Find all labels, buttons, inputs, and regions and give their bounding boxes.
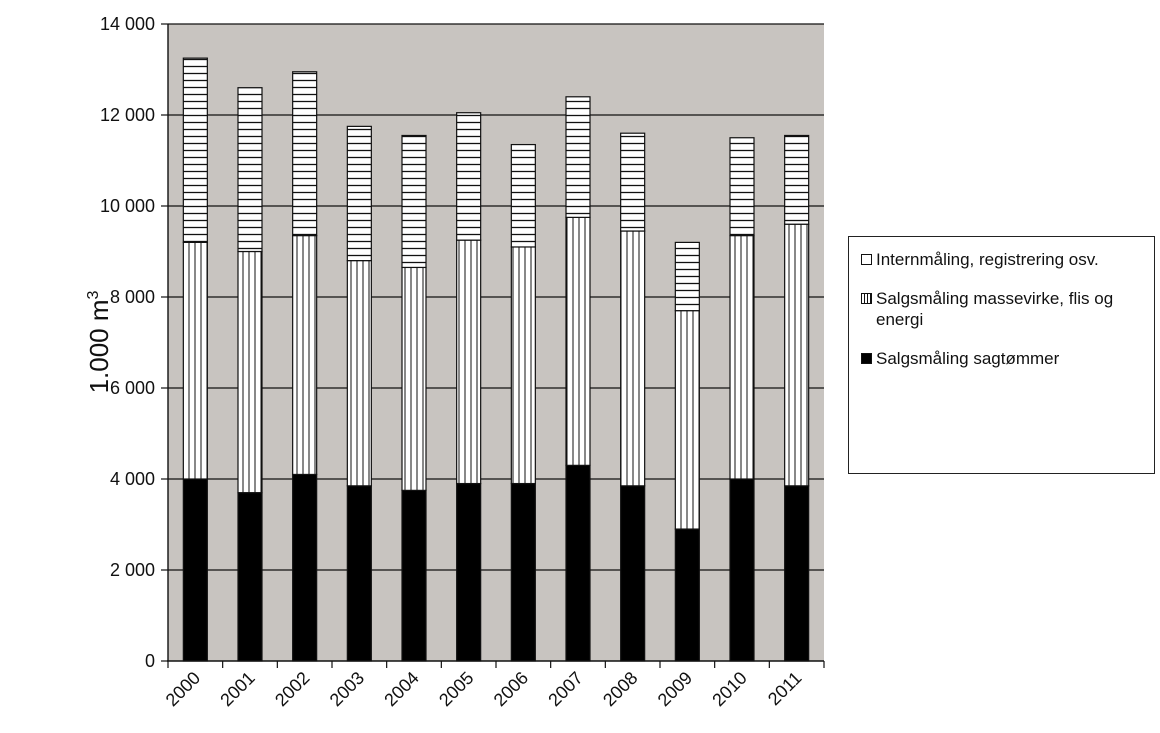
y-axis-title: 1.000 m3	[84, 290, 114, 393]
legend-swatch-sagtommer	[861, 353, 872, 364]
bar-internmaling-2011	[784, 134, 810, 225]
x-tick-label-2004: 2004	[380, 668, 422, 710]
bar-internmaling-2010	[729, 137, 755, 237]
y-tick-label-4: 8 000	[110, 287, 155, 307]
x-tick-label-2002: 2002	[271, 668, 313, 710]
bar-internmaling-2007	[565, 96, 591, 218]
y-tick-label-2: 4 000	[110, 469, 155, 489]
axes	[161, 23, 825, 668]
x-tick-label-2011: 2011	[764, 668, 806, 710]
bar-sagtommer-2004	[401, 489, 427, 662]
legend-item-internmaling: Internmåling, registrering osv.	[861, 249, 1148, 270]
bar-massevirke-2003	[346, 260, 372, 487]
bar-sagtommer-2007	[565, 464, 591, 662]
x-tick-label-2006: 2006	[490, 668, 532, 710]
bar-internmaling-2005	[456, 112, 482, 241]
bars	[182, 57, 810, 662]
bar-massevirke-2008	[620, 230, 646, 487]
y-tick-label-6: 12 000	[100, 105, 155, 125]
bar-internmaling-2001	[237, 87, 263, 253]
y-tick-label-1: 2 000	[110, 560, 155, 580]
y-tick-label-5: 10 000	[100, 196, 155, 216]
bar-massevirke-2001	[237, 250, 263, 494]
bar-internmaling-2003	[346, 125, 372, 262]
bar-sagtommer-2006	[510, 482, 536, 662]
x-tick-label-2007: 2007	[544, 668, 586, 710]
bar-massevirke-2010	[729, 234, 755, 480]
bar-internmaling-2008	[620, 132, 646, 232]
x-tick-label-2003: 2003	[326, 668, 368, 710]
x-tick-label-2001: 2001	[216, 668, 258, 710]
legend: Internmåling, registrering osv. Salgsmål…	[848, 236, 1155, 474]
bar-sagtommer-2008	[620, 485, 646, 662]
legend-label-sagtommer: Salgsmåling sagtømmer	[876, 349, 1060, 368]
plot-area	[168, 24, 824, 661]
bar-massevirke-2005	[456, 239, 482, 485]
legend-swatch-massevirke	[861, 293, 872, 304]
x-tick-label-2000: 2000	[162, 668, 204, 710]
bar-sagtommer-2002	[292, 473, 318, 662]
legend-label-massevirke: Salgsmåling massevirke, flis og energi	[876, 289, 1114, 329]
bar-massevirke-2009	[674, 310, 700, 530]
bar-sagtommer-2005	[456, 482, 482, 662]
bar-sagtommer-2009	[674, 528, 700, 662]
bar-internmaling-2004	[401, 134, 427, 269]
bar-massevirke-2007	[565, 216, 591, 466]
bar-sagtommer-2001	[237, 492, 263, 662]
bar-massevirke-2004	[401, 266, 427, 491]
bar-internmaling-2000	[182, 57, 208, 243]
bar-internmaling-2009	[674, 241, 700, 312]
bar-massevirke-2002	[292, 234, 318, 476]
bar-massevirke-2000	[182, 241, 208, 480]
x-tick-label-2008: 2008	[599, 668, 641, 710]
bar-internmaling-2006	[510, 143, 536, 248]
legend-swatch-internmaling	[861, 254, 872, 265]
x-tick-label-2009: 2009	[654, 668, 696, 710]
legend-item-sagtommer: Salgsmåling sagtømmer	[861, 348, 1148, 369]
legend-item-massevirke: Salgsmåling massevirke, flis og energi	[861, 288, 1148, 330]
bar-sagtommer-2010	[729, 478, 755, 662]
bar-sagtommer-2011	[784, 485, 810, 662]
x-tick-label-2005: 2005	[435, 668, 477, 710]
y-axis-title-superscript: 3	[85, 290, 102, 299]
y-tick-label-3: 6 000	[110, 378, 155, 398]
y-tick-label-0: 0	[145, 651, 155, 671]
legend-label-internmaling: Internmåling, registrering osv.	[876, 250, 1099, 269]
gridlines	[168, 23, 824, 571]
x-tick-labels: 2000 2001 2002 2003 2004 2005 2006 2007 2008 2009…	[162, 668, 806, 710]
y-tick-label-7: 14 000	[100, 14, 155, 34]
bar-internmaling-2002	[292, 71, 318, 237]
bar-massevirke-2006	[510, 246, 536, 485]
bar-massevirke-2011	[784, 223, 810, 487]
x-tick-label-2010: 2010	[708, 668, 750, 710]
bar-sagtommer-2003	[346, 485, 372, 662]
y-tick-labels: 0 2 000 4 000 6 000 8 000 10 000 12 000 14 000	[100, 14, 155, 671]
bar-sagtommer-2000	[182, 478, 208, 662]
